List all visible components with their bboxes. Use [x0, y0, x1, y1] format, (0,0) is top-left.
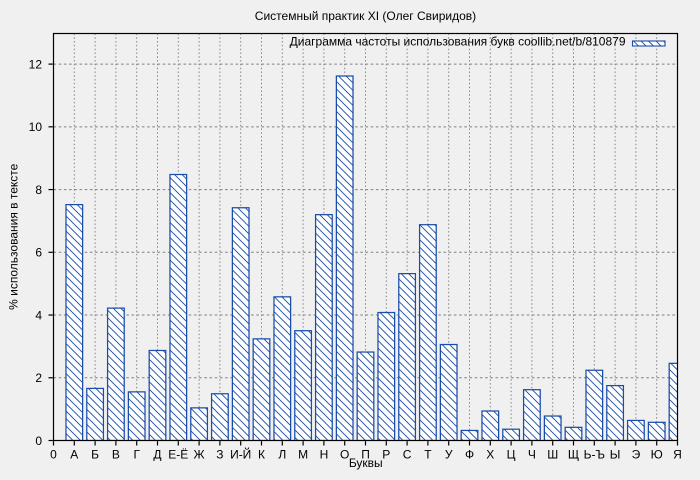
svg-text:10: 10 — [29, 120, 43, 134]
svg-text:О: О — [340, 448, 349, 462]
svg-text:2: 2 — [35, 371, 42, 385]
svg-text:Ц: Ц — [507, 448, 516, 462]
svg-text:Н: Н — [320, 448, 329, 462]
svg-text:4: 4 — [35, 308, 42, 322]
svg-text:Х: Х — [486, 448, 494, 462]
svg-text:Г: Г — [133, 448, 140, 462]
svg-text:У: У — [445, 448, 453, 462]
svg-text:Т: Т — [424, 448, 432, 462]
svg-text:Ы: Ы — [610, 448, 621, 462]
svg-text:Е-Ё: Е-Ё — [168, 448, 188, 462]
svg-text:И-Й: И-Й — [230, 447, 251, 462]
svg-text:Д: Д — [153, 448, 161, 462]
svg-text:В: В — [112, 448, 120, 462]
svg-text:А: А — [70, 448, 78, 462]
svg-text:Л: Л — [278, 448, 286, 462]
svg-text:Диаграмма частоты использовани: Диаграмма частоты использования букв coo… — [290, 35, 626, 49]
svg-text:М: М — [298, 448, 308, 462]
svg-text:Ф: Ф — [465, 448, 474, 462]
svg-text:Щ: Щ — [568, 448, 579, 462]
svg-text:Я: Я — [673, 448, 682, 462]
svg-text:Э: Э — [632, 448, 641, 462]
svg-text:К: К — [258, 448, 265, 462]
svg-text:Б: Б — [91, 448, 99, 462]
svg-text:6: 6 — [35, 246, 42, 260]
svg-text:% использования в тексте: % использования в тексте — [7, 163, 21, 309]
svg-text:Ш: Ш — [547, 448, 558, 462]
svg-text:П: П — [361, 448, 370, 462]
svg-text:Ж: Ж — [194, 448, 205, 462]
svg-text:Ь-Ъ: Ь-Ъ — [584, 448, 605, 462]
svg-text:Ю: Ю — [651, 448, 663, 462]
svg-text:Ч: Ч — [528, 448, 536, 462]
svg-text:Р: Р — [382, 448, 390, 462]
svg-text:З: З — [216, 448, 223, 462]
svg-text:Буквы: Буквы — [349, 456, 383, 470]
svg-text:С: С — [403, 448, 412, 462]
svg-text:Системный практик XI (Олег Сви: Системный практик XI (Олег Свиридов) — [255, 9, 476, 23]
svg-text:8: 8 — [35, 183, 42, 197]
svg-text:0: 0 — [35, 434, 42, 448]
svg-text:12: 12 — [29, 57, 43, 71]
svg-text:0: 0 — [50, 448, 57, 462]
